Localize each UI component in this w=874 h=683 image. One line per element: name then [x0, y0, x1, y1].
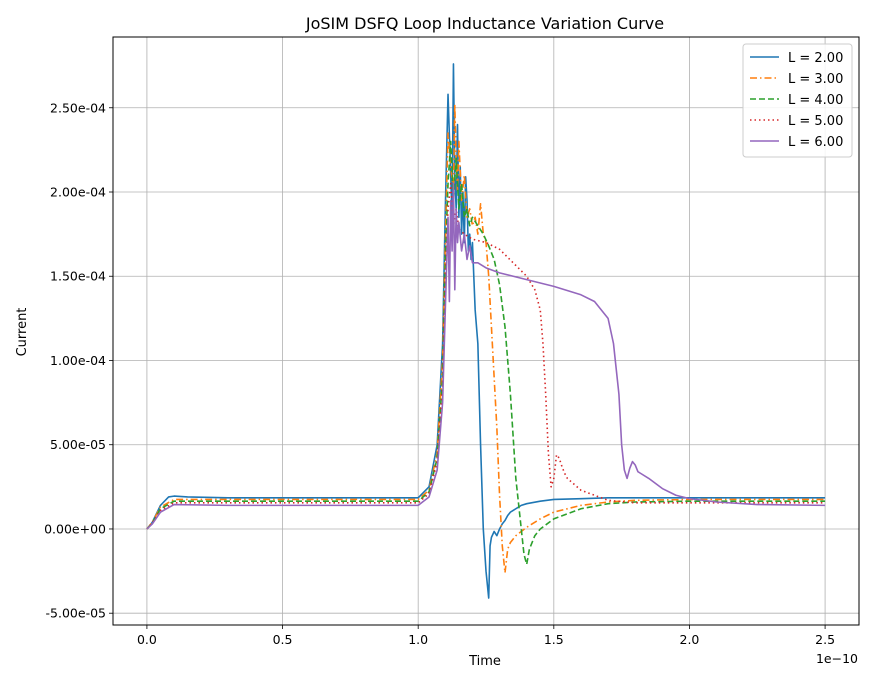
y-tick-label: 1.00e-04 — [50, 353, 106, 368]
x-tick-label: 2.0 — [680, 632, 700, 647]
y-tick-label: 2.50e-04 — [50, 100, 106, 115]
legend-box — [742, 43, 853, 158]
legend-label-4: L = 5.00 — [788, 114, 843, 129]
y-tick-label: 0.00e+00 — [44, 521, 106, 536]
y-tick-label: 2.00e-04 — [50, 185, 106, 200]
x-tick-label: 0.0 — [137, 632, 157, 647]
series-line-1 — [146, 63, 826, 599]
legend-label-5: L = 6.00 — [788, 135, 843, 150]
x-tick-label: 2.5 — [815, 632, 835, 647]
series-line-3 — [146, 140, 826, 566]
x-axis-offset-label: 1e−10 — [816, 651, 858, 666]
series-line-5 — [146, 182, 826, 530]
x-tick-label: 1.5 — [544, 632, 564, 647]
legend-label-1: L = 2.00 — [788, 51, 843, 66]
plot-area-frame — [112, 36, 860, 626]
legend-label-2: L = 3.00 — [788, 72, 843, 87]
y-tick-label: 1.50e-04 — [50, 269, 106, 284]
x-axis-ticks: 0.0 0.5 1.0 1.5 2.0 2.5 — [137, 625, 835, 647]
series-lines — [146, 63, 826, 599]
y-axis-label: Current — [15, 308, 30, 357]
legend: L = 2.00 L = 3.00 L = 4.00 L = 5.00 L = 6.00 — [742, 43, 853, 158]
y-axis-ticks: -5.00e-05 0.00e+00 5.00e-05 1.00e-04 1.50e-0… — [44, 100, 113, 621]
chart-title: JoSIM DSFQ Loop Inductance Variation Cur… — [305, 14, 664, 33]
x-tick-label: 0.5 — [273, 632, 293, 647]
y-tick-label: -5.00e-05 — [46, 606, 106, 621]
legend-label-3: L = 4.00 — [788, 93, 843, 108]
y-tick-label: 5.00e-05 — [50, 437, 106, 452]
series-line-4 — [146, 182, 826, 530]
x-axis-label: Time — [468, 654, 501, 669]
x-tick-label: 1.0 — [408, 632, 428, 647]
